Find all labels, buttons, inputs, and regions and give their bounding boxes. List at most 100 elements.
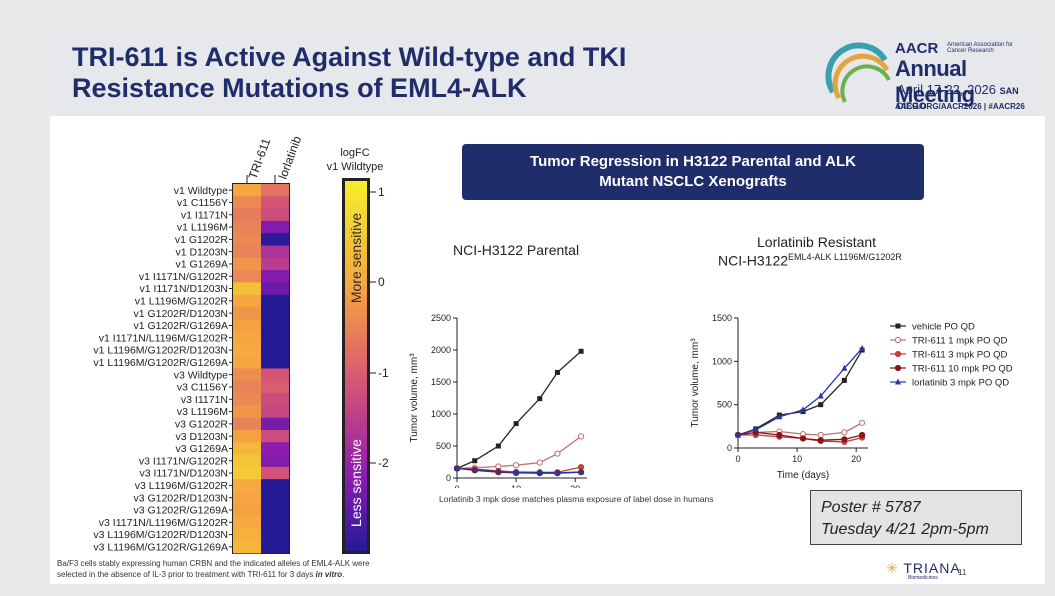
y-tick-label: 500 <box>717 400 732 410</box>
data-point <box>554 469 561 476</box>
aacr-city: SAN DIEGO <box>897 86 1019 111</box>
aacr-url: AACR.ORG/AACR2026 | #AACR26 <box>895 102 1025 111</box>
data-point <box>554 369 560 375</box>
data-point <box>818 402 824 408</box>
footnote-line-2-text: selected in the absence of IL-3 prior to… <box>57 570 314 579</box>
heatmap-row-label: v1 G1202R/D1203N <box>133 308 228 320</box>
heatmap-cell-tri611 <box>233 503 261 517</box>
heatmap-row-label: v3 I1171N <box>181 394 228 406</box>
heatmap-cell-lorlatinib <box>261 528 289 542</box>
footer-note: Lorlatinib 3 mpk dose matches plasma exp… <box>439 494 714 504</box>
y-tick-label: 2000 <box>431 345 451 355</box>
heatmap-cell-tri611 <box>233 491 261 505</box>
data-point <box>859 344 866 351</box>
series-line <box>737 347 863 436</box>
chart-legend: vehicle PO QD TRI-611 1 mpk PO QD TRI-611 … <box>890 322 1013 389</box>
heatmap-col-header-lorlatinib: lorlatinib <box>276 134 305 181</box>
heatmap-cell-tri611 <box>233 528 261 542</box>
heatmap-cell-lorlatinib <box>261 393 289 406</box>
data-point <box>841 364 848 371</box>
heatmap-row-label: v3 L1196M/G1202R/D1203N <box>93 529 228 541</box>
scale-tick-label: -2 <box>378 456 389 470</box>
y-tick-label: 0 <box>727 443 732 453</box>
scale-tick-label: 0 <box>378 275 385 289</box>
aacr-brand: AACR <box>895 40 939 57</box>
heatmap-cell-tri611 <box>233 196 261 209</box>
heatmap-cell-tri611 <box>233 294 261 308</box>
y-tick-label: 500 <box>436 441 451 451</box>
data-point <box>735 431 741 438</box>
poster-time: Tuesday 4/21 2pm-5pm <box>821 521 989 538</box>
xenograft-charts: 0500100015002000250001020Time (days)Tumo… <box>409 313 1013 488</box>
heatmap-cell-lorlatinib <box>261 540 289 554</box>
heatmap-cell-lorlatinib <box>261 319 289 332</box>
aacr-dates-text: April 17-22, 2026 <box>897 82 997 97</box>
data-point <box>817 392 824 399</box>
heatmap-cell-tri611 <box>233 343 261 357</box>
data-point <box>537 396 543 402</box>
heatmap-cell-tri611 <box>233 208 261 222</box>
data-point <box>513 421 519 427</box>
data-point <box>578 468 585 475</box>
chart-banner: Tumor Regression in H3122 Parental and A… <box>462 144 924 200</box>
heatmap-cell-tri611 <box>233 282 261 296</box>
y-axis-label: Tumor volume, mm³ <box>690 338 701 428</box>
data-point <box>513 469 520 476</box>
y-tick-label: 1000 <box>431 409 451 419</box>
heatmap-row-label: v1 L1196M <box>177 222 228 234</box>
x-tick-label: 20 <box>570 484 580 488</box>
heatmap-cell-lorlatinib <box>261 430 289 443</box>
chart-right-title-1: Lorlatinib Resistant <box>757 234 877 250</box>
y-tick-label: 2500 <box>431 313 451 323</box>
heatmap-row-label: v1 D1203N <box>175 246 228 258</box>
heatmap-cell-lorlatinib <box>261 196 289 209</box>
scale-tick-label: -1 <box>378 366 389 380</box>
y-tick-label: 0 <box>446 473 451 483</box>
heatmap-row-label: v1 G1202R <box>175 234 229 246</box>
heatmap-cell-lorlatinib <box>261 270 289 283</box>
page-title: TRI-611 is Active Against Wild-type and … <box>72 42 626 104</box>
title-band: TRI-611 is Active Against Wild-type and … <box>50 28 1045 116</box>
data-point <box>454 464 460 471</box>
data-point <box>512 462 520 469</box>
heatmap-row-label: v3 G1269A <box>175 443 228 455</box>
data-point <box>495 468 502 475</box>
legend-marker <box>894 364 902 372</box>
heatmap-cell-lorlatinib <box>261 368 289 382</box>
data-point <box>841 429 848 436</box>
scale-label-top: More sensitive <box>348 213 364 303</box>
heatmap-row-label: v1 I1171N/L1196M/G1202R <box>99 332 229 344</box>
heatmap-row-label: v1 G1269A <box>175 259 228 271</box>
data-point <box>554 450 561 457</box>
data-point <box>536 459 543 466</box>
series-line <box>737 349 863 436</box>
footnote-line-2: selected in the absence of IL-3 prior to… <box>57 569 370 580</box>
heatmap-row-label: v3 C1156Y <box>177 382 228 394</box>
footnote-emphasis: in vitro <box>315 570 343 579</box>
chart-right-title-2-text: NCI-H3122 <box>718 252 789 269</box>
heatmap-cell-tri611 <box>233 405 261 419</box>
heatmap-cell-tri611 <box>233 442 261 455</box>
heatmap-cell-lorlatinib <box>261 184 289 197</box>
heatmap-cell-lorlatinib <box>261 417 289 431</box>
legend-marker <box>894 350 902 358</box>
heatmap-cell-tri611 <box>233 319 261 332</box>
heatmap-cell-tri611 <box>233 479 261 492</box>
heatmap-cell-lorlatinib <box>261 208 289 222</box>
x-axis-label: Time (days) <box>777 470 829 481</box>
heatmap-cell-lorlatinib <box>261 307 289 320</box>
aacr-logo: AACR American Association for Cancer Res… <box>825 36 1035 116</box>
heatmap-cell-lorlatinib <box>261 233 289 246</box>
y-axis-label: Tumor volume, mm³ <box>409 353 420 443</box>
heatmap-cell-tri611 <box>233 430 261 443</box>
data-point <box>471 466 478 473</box>
x-tick-label: 0 <box>735 454 740 464</box>
scale-title-2: v1 Wildtype <box>327 161 384 173</box>
scale-bar <box>345 181 367 551</box>
data-point <box>817 437 824 444</box>
data-point <box>472 458 478 464</box>
heatmap-cell-lorlatinib <box>261 343 289 357</box>
heatmap-cell-tri611 <box>233 257 261 271</box>
heatmap-cell-lorlatinib <box>261 454 289 468</box>
legend-marker <box>895 378 901 385</box>
